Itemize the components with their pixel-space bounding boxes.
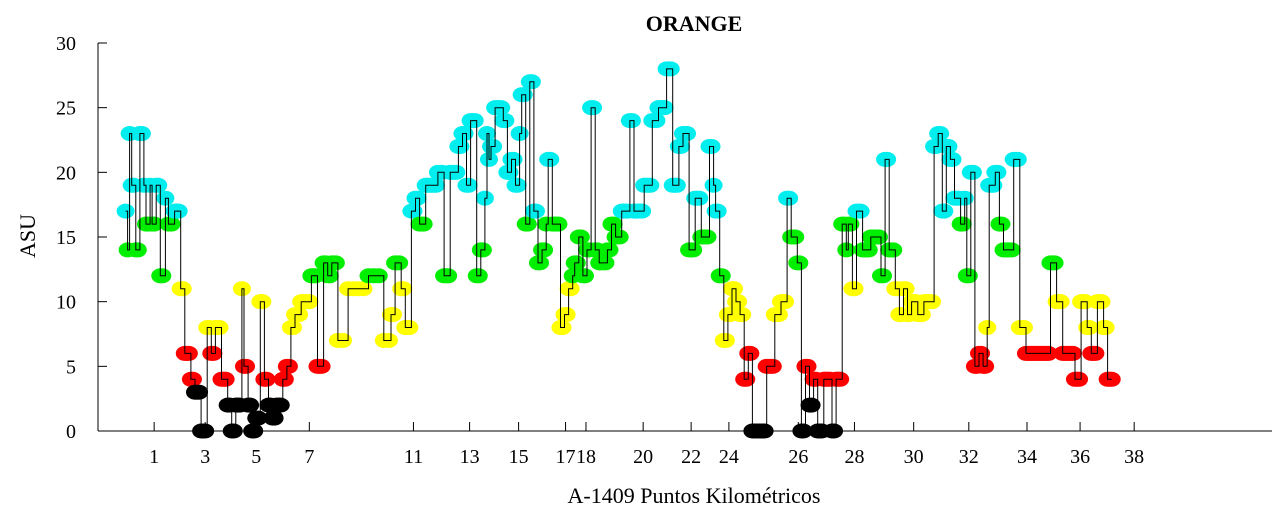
x-tick-label: 1 [149, 446, 159, 468]
y-tick-label: 10 [56, 292, 76, 314]
y-axis-label: ASU [15, 214, 40, 258]
y-tick-label: 5 [66, 356, 76, 378]
data-points [116, 61, 1121, 439]
x-tick-label: 32 [959, 446, 979, 468]
x-tick-label: 20 [633, 446, 653, 468]
y-tick-label: 25 [56, 98, 76, 120]
x-tick-label: 3 [200, 446, 210, 468]
data-point [116, 203, 135, 219]
x-tick-label: 13 [460, 446, 480, 468]
x-tick-label: 5 [251, 446, 261, 468]
x-tick-label: 18 [576, 446, 596, 468]
x-tick-label: 26 [788, 446, 808, 468]
x-tick-label: 34 [1017, 446, 1037, 468]
x-tick-label: 15 [509, 446, 529, 468]
y-tick-label: 0 [66, 421, 76, 443]
y-tick-label: 15 [56, 227, 76, 249]
x-tick-label: 11 [404, 446, 423, 468]
x-tick-label: 28 [844, 446, 864, 468]
y-tick-label: 20 [56, 162, 76, 184]
series-line [125, 68, 1112, 432]
y-axis: 0 5 10 15 20 25 30 [56, 33, 107, 443]
x-tick-label: 30 [904, 446, 924, 468]
data-point [1102, 371, 1121, 387]
x-tick-label: 24 [719, 446, 739, 468]
y-tick-label: 30 [56, 33, 76, 55]
x-tick-label: 22 [681, 446, 701, 468]
x-tick-label: 36 [1070, 446, 1090, 468]
chart-title: ORANGE [646, 11, 743, 36]
x-tick-label: 38 [1124, 446, 1144, 468]
x-tick-label: 7 [304, 446, 314, 468]
x-axis: 1 3 5 7 11 13 15 17 18 20 22 24 26 28 30 32 34 36 38 [149, 422, 1144, 468]
x-tick-label: 17 [556, 446, 576, 468]
x-axis-label: A-1409 Puntos Kilométricos [568, 483, 821, 508]
